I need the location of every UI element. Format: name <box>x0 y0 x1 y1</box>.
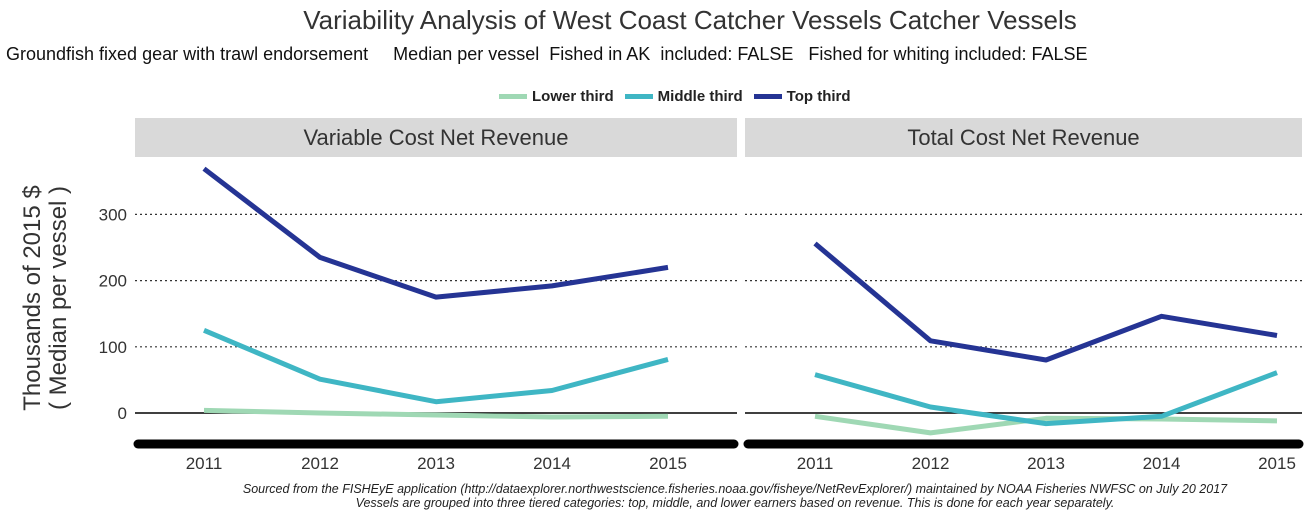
caption-source: Sourced from the FISHEyE application (ht… <box>242 482 1228 496</box>
legend: Lower third Middle third Top third <box>499 88 862 105</box>
legend-label-lower-third: Lower third <box>532 88 614 105</box>
x-tick-label-total-2011: 2011 <box>797 454 834 473</box>
legend-key-lower-third <box>499 94 527 99</box>
panel-strip-variable-cost: Variable Cost Net Revenue <box>135 118 737 157</box>
legend-key-middle-third <box>624 94 653 99</box>
x-tick-label-variable-2013: 2013 <box>417 454 455 473</box>
y-tick-label-100: 100 <box>99 338 127 357</box>
x-tick-label-variable-2011: 2011 <box>186 454 223 473</box>
y-tick-label-200: 200 <box>99 272 127 291</box>
series-line-variable-middle-third <box>203 327 669 405</box>
x-tick-label-variable-2015: 2015 <box>649 454 687 473</box>
panel-strip-total-cost: Total Cost Net Revenue <box>745 118 1302 157</box>
series-line-total-top-third <box>813 241 1278 363</box>
x-tick-label-total-2012: 2012 <box>912 454 950 473</box>
x-tick-label-variable-2012: 2012 <box>301 454 339 473</box>
x-tick-label-variable-2014: 2014 <box>533 454 571 473</box>
y-tick-label-300: 300 <box>99 205 127 224</box>
y-tick-label-0: 0 <box>118 404 127 423</box>
chart-subtitle: Groundfish fixed gear with trawl endorse… <box>6 44 1088 64</box>
legend-label-top-third: Top third <box>786 88 851 105</box>
legend-item-top-third: Top third <box>753 88 851 105</box>
caption-note: Vessels are grouped into three tiered ca… <box>355 496 1115 510</box>
legend-key-top-third <box>753 94 782 99</box>
series-line-total-lower-third <box>814 413 1278 436</box>
x-tick-label-total-2015: 2015 <box>1258 454 1296 473</box>
series-line-variable-lower-third <box>203 407 669 420</box>
series-line-total-middle-third <box>814 370 1278 427</box>
legend-label-middle-third: Middle third <box>657 88 743 105</box>
legend-item-middle-third: Middle third <box>624 88 743 105</box>
x-tick-label-total-2014: 2014 <box>1143 454 1181 473</box>
chart-title: Variability Analysis of West Coast Catch… <box>303 5 1077 35</box>
series-line-variable-top-third <box>202 166 669 300</box>
legend-item-lower-third: Lower third <box>499 88 614 105</box>
x-tick-label-total-2013: 2013 <box>1027 454 1065 473</box>
